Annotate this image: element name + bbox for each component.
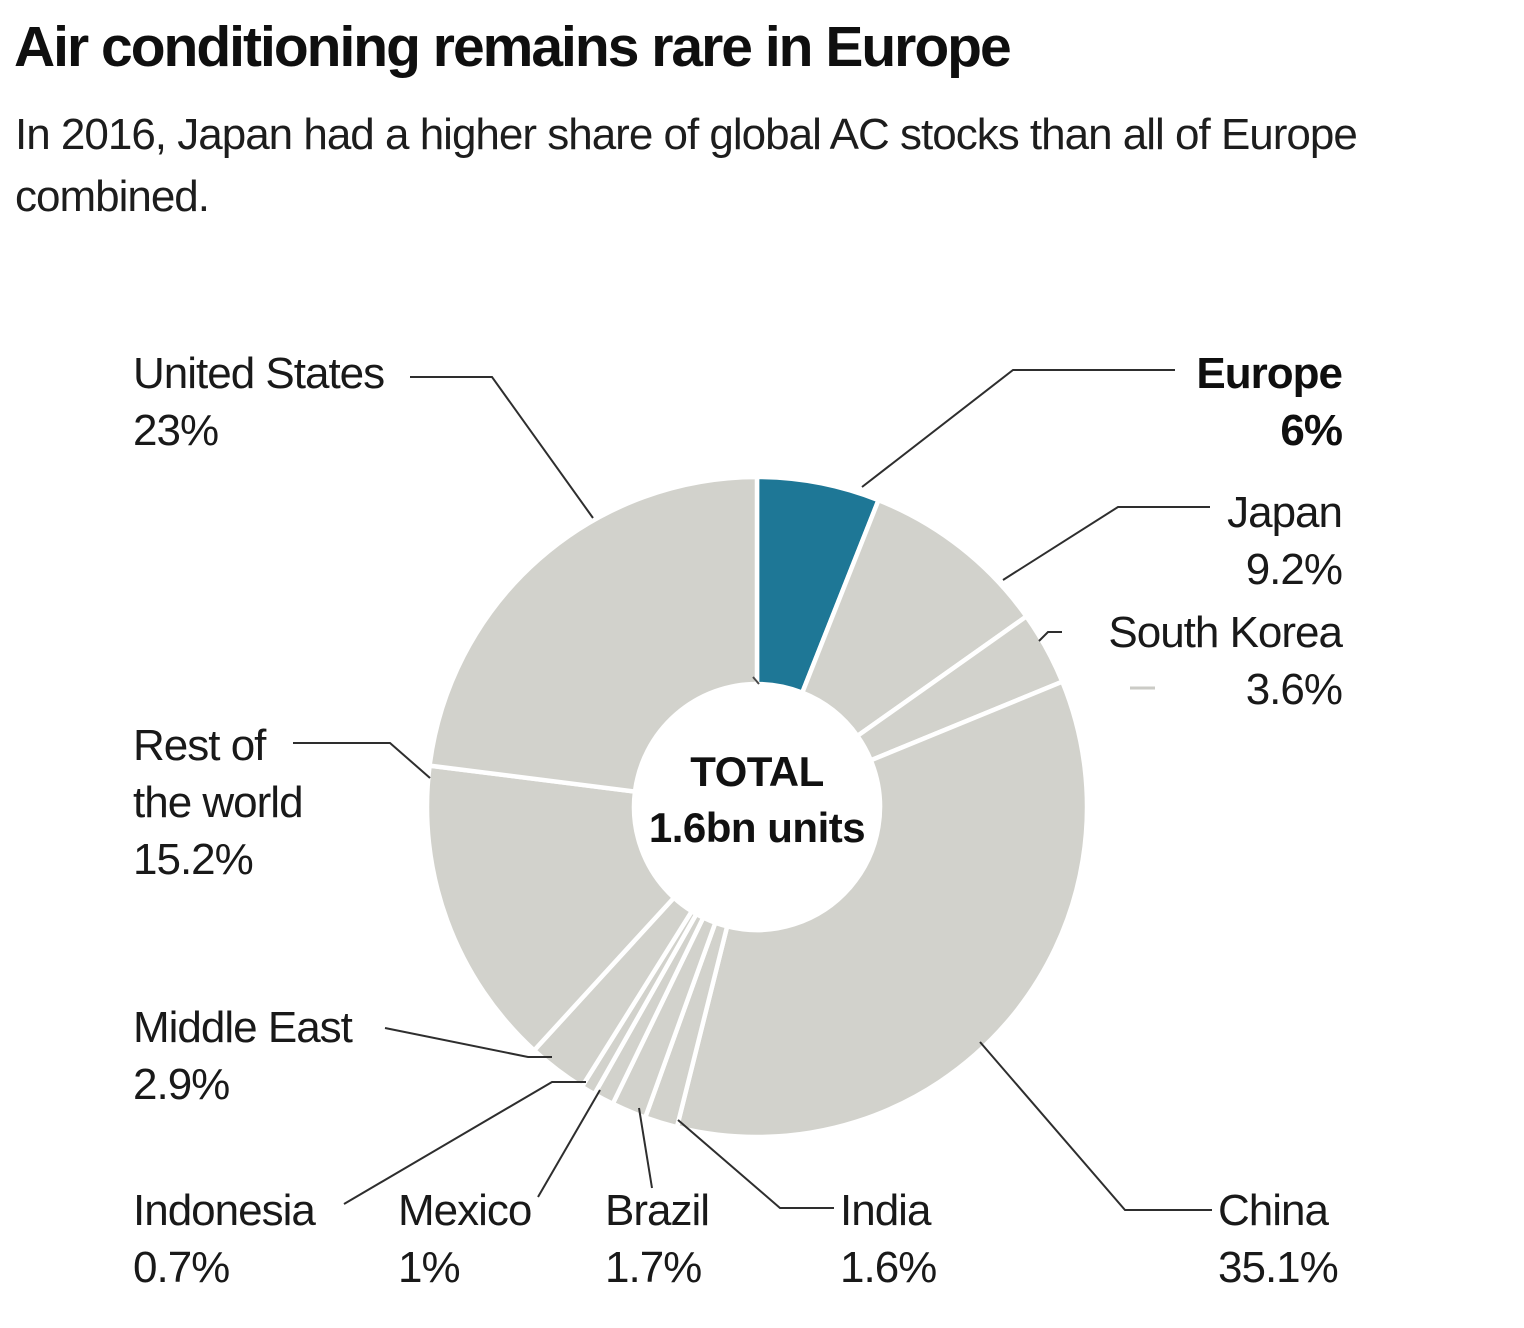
- segment-value: 35.1%: [1218, 1243, 1339, 1292]
- label-japan: Japan 9.2%: [1227, 484, 1343, 598]
- label-mexico: Mexico 1%: [398, 1182, 532, 1296]
- segment-name: China: [1218, 1186, 1329, 1235]
- label-brazil: Brazil 1.7%: [605, 1182, 710, 1296]
- total-label: TOTAL: [690, 748, 824, 795]
- segment-value: 15.2%: [133, 835, 254, 884]
- leader-lines: [293, 369, 1212, 1211]
- slice-rest-of-the-world: [424, 763, 678, 1054]
- segment-name: Japan: [1227, 488, 1343, 537]
- segment-name: Mexico: [398, 1186, 532, 1235]
- donut-slices: [424, 474, 1090, 1140]
- leader-line-japan: [1002, 506, 1210, 581]
- segment-value: 1.6%: [840, 1243, 937, 1292]
- segment-name: United States: [133, 349, 385, 398]
- leader-line-europe: [861, 369, 1175, 488]
- label-middle-east: Middle East 2.9%: [133, 999, 353, 1113]
- segment-name: South Korea: [1108, 608, 1343, 657]
- label-india: India 1.6%: [840, 1182, 937, 1296]
- segment-name: Europe: [1196, 349, 1343, 398]
- subtitle-line-1: In 2016, Japan had a higher share of glo…: [15, 110, 1358, 159]
- segment-value: 3.6%: [1245, 665, 1343, 714]
- segment-value: 1%: [398, 1243, 461, 1292]
- slice-china: [674, 678, 1090, 1140]
- leader-line-india: [677, 1119, 834, 1209]
- segment-value: 23%: [133, 406, 219, 455]
- subtitle-line-2: combined.: [15, 172, 210, 221]
- leader-line-middle-east: [384, 1027, 552, 1058]
- label-europe: Europe 6%: [1196, 345, 1343, 459]
- segment-name-line-1: Rest of: [133, 721, 266, 770]
- leader-line-brazil: [638, 1107, 653, 1189]
- center-tick: [752, 676, 760, 685]
- label-south-korea: South Korea 3.6%: [1108, 604, 1343, 718]
- leader-line-rest-of-world: [293, 742, 431, 779]
- segment-name: Brazil: [605, 1186, 710, 1235]
- segment-value: 2.9%: [133, 1060, 230, 1109]
- segment-value: 0.7%: [133, 1243, 230, 1292]
- slice-japan: [799, 497, 1030, 740]
- segment-name: India: [840, 1186, 931, 1235]
- page-subtitle: In 2016, Japan had a higher share of glo…: [15, 104, 1515, 228]
- slice-united-states: [427, 474, 760, 795]
- donut-center-label: TOTAL 1.6bn units: [607, 744, 907, 856]
- segment-value: 1.7%: [605, 1243, 702, 1292]
- page-title: Air conditioning remains rare in Europe: [14, 15, 1012, 79]
- leader-line-china: [979, 1041, 1212, 1211]
- segment-name: Indonesia: [133, 1186, 316, 1235]
- label-united-states: United States 23%: [133, 345, 385, 459]
- segment-value: 9.2%: [1245, 545, 1343, 594]
- leader-line-united-states: [410, 376, 594, 519]
- segment-name: Middle East: [133, 1003, 353, 1052]
- leader-line-mexico: [537, 1089, 601, 1198]
- label-china: China 35.1%: [1218, 1182, 1339, 1296]
- segment-name-line-2: the world: [133, 778, 304, 827]
- label-rest-of-world: Rest of the world 15.2%: [133, 717, 304, 888]
- total-value: 1.6bn units: [648, 804, 866, 851]
- segment-value: 6%: [1280, 406, 1343, 455]
- label-indonesia: Indonesia 0.7%: [133, 1182, 316, 1296]
- leader-line-south-korea: [1038, 631, 1062, 642]
- leader-line-indonesia: [343, 1081, 586, 1205]
